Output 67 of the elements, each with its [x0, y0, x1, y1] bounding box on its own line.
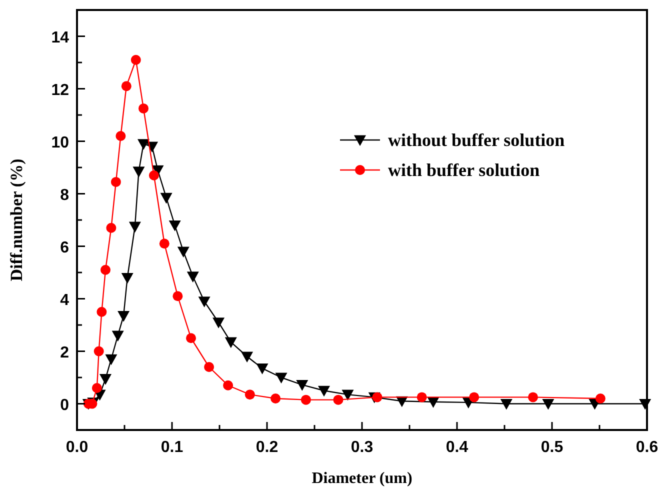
point [595, 394, 606, 404]
point [100, 374, 112, 385]
point [416, 392, 427, 402]
point [300, 394, 311, 405]
x-axis-title: Diameter (um) [312, 470, 412, 487]
point [116, 131, 126, 141]
point [118, 311, 130, 322]
point [106, 222, 116, 233]
point [172, 291, 183, 302]
point [224, 337, 237, 348]
x-tick-label: 0.0 [66, 439, 88, 456]
point [186, 272, 199, 282]
point [256, 364, 268, 374]
y-tick-label: 10 [51, 134, 70, 152]
y-tick-label: 14 [51, 29, 70, 46]
y-tick-label: 4 [60, 292, 70, 309]
point [333, 394, 344, 405]
point [105, 354, 118, 366]
point [92, 383, 102, 393]
point [223, 380, 234, 390]
point [121, 272, 134, 284]
x-tick-label: 0.4 [446, 439, 468, 456]
point [212, 318, 225, 328]
point [100, 264, 110, 275]
point [159, 238, 170, 249]
legend-label: with buffer solution [388, 160, 540, 180]
point [469, 392, 480, 402]
point [96, 306, 107, 317]
point [275, 372, 288, 384]
point [138, 139, 150, 150]
point [270, 394, 281, 404]
x-tick-label: 0.2 [256, 439, 278, 456]
point [177, 246, 190, 258]
point [372, 392, 382, 402]
point [296, 380, 308, 391]
x-tick-label: 0.6 [636, 439, 658, 456]
y-tick-label: 8 [60, 186, 70, 204]
point [318, 386, 330, 397]
point [342, 390, 354, 401]
point [244, 390, 255, 400]
x-tick-label: 0.1 [160, 439, 184, 456]
point [186, 333, 196, 344]
point [121, 81, 132, 92]
point [148, 170, 159, 180]
x-tick-label: 0.5 [540, 439, 564, 456]
y-tick-label: 2 [60, 344, 70, 362]
point [128, 222, 141, 233]
y-tick-label: 6 [60, 239, 70, 256]
y-tick-label: 0 [60, 396, 70, 414]
point [542, 398, 554, 410]
point [94, 346, 104, 356]
point [198, 296, 210, 308]
y-axis-title: Diff.number (%) [7, 158, 26, 282]
point [241, 352, 254, 362]
point [168, 220, 181, 232]
point [160, 192, 172, 204]
y-tick-label: 12 [51, 82, 70, 99]
point [500, 398, 512, 410]
legend-label: without buffer solution [388, 130, 565, 150]
point [110, 176, 121, 187]
point [132, 166, 145, 178]
point [130, 54, 141, 65]
point [138, 103, 148, 114]
point [204, 362, 214, 372]
point [112, 330, 124, 342]
x-tick-label: 0.3 [350, 439, 374, 456]
point [528, 392, 538, 402]
